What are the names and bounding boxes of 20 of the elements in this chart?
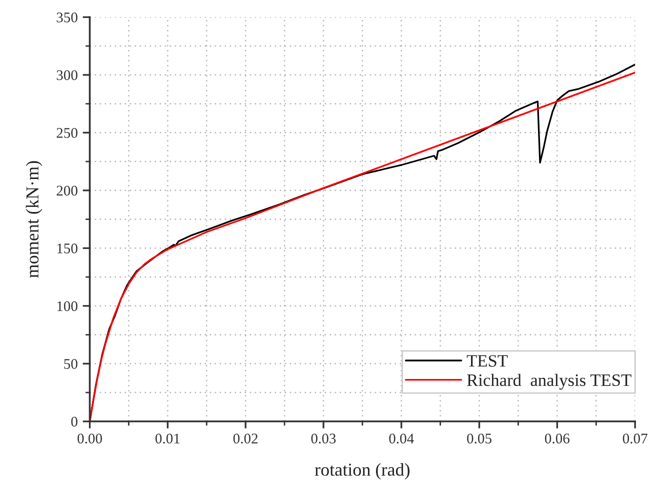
- y-tick-label: 100: [57, 301, 78, 312]
- x-tick-label: 0.06: [544, 434, 570, 444]
- x-tick-label: 0.01: [155, 434, 180, 444]
- y-tick-label: 250: [56, 128, 78, 138]
- legend-label: Richard analysis TEST: [467, 374, 632, 390]
- y-tick-label: 0: [71, 416, 78, 427]
- x-tick-label: 0.03: [311, 434, 336, 444]
- x-tick-label: 0.04: [389, 434, 414, 444]
- x-tick-label: 0.00: [78, 434, 102, 444]
- x-axis-title: rotation (rad): [314, 463, 410, 480]
- y-axis-title: moment (kN·m): [26, 161, 42, 278]
- x-tick-label: 0.02: [233, 434, 258, 444]
- legend-label: TEST: [466, 355, 508, 367]
- y-tick-label: 50: [64, 359, 78, 369]
- x-tick-label: 0.05: [467, 434, 492, 444]
- y-tick-label: 200: [56, 186, 78, 196]
- y-tick-label: 300: [56, 70, 78, 80]
- x-tick-label: 0.07: [622, 434, 648, 444]
- y-tick-label: 150: [57, 244, 78, 254]
- y-tick-label: 350: [56, 12, 78, 22]
